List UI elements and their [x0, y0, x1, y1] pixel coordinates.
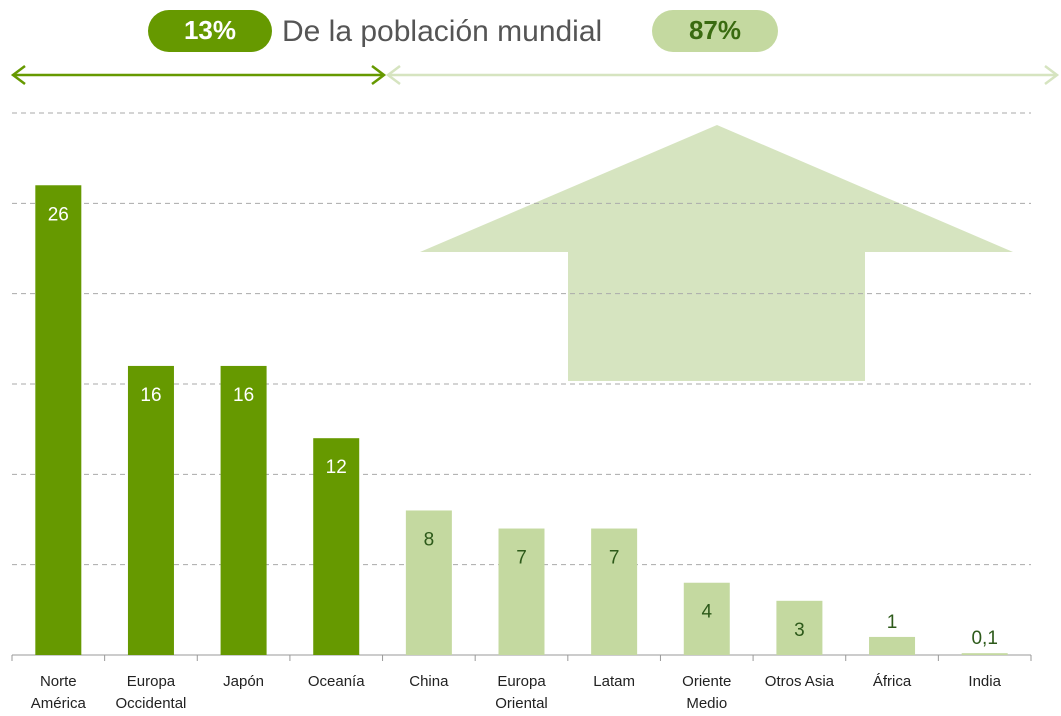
right-share: 87%	[689, 15, 741, 45]
left-share: 13%	[184, 15, 236, 45]
value-label: 0,1	[971, 628, 997, 649]
bar	[313, 438, 360, 655]
value-label: 8	[424, 529, 435, 550]
x-tick-label: China	[409, 673, 449, 690]
value-label: 26	[48, 204, 69, 225]
bar	[591, 528, 638, 655]
bar	[35, 185, 82, 655]
up-arrow	[420, 125, 1013, 381]
x-tick-label: Europa Occidental	[115, 673, 187, 712]
x-tick-label: Oceanía	[307, 673, 365, 690]
value-label: 7	[609, 548, 620, 569]
value-label: 12	[326, 457, 347, 478]
bar	[498, 528, 545, 655]
x-tick-label: África	[872, 673, 912, 690]
header-title: De la población mundial	[282, 15, 602, 48]
bar	[869, 636, 916, 655]
left-pill	[148, 10, 272, 52]
value-label: 16	[233, 385, 254, 406]
bar	[776, 600, 823, 655]
right-pill	[652, 10, 778, 52]
value-label: 4	[701, 602, 712, 623]
right-arrow	[385, 65, 1060, 85]
x-tick-label: Norte América	[30, 673, 86, 712]
left-arrow	[10, 65, 387, 85]
bar	[127, 365, 174, 655]
x-tick-label: Otros Asia	[764, 673, 834, 690]
bar	[683, 582, 730, 655]
bar	[405, 510, 452, 655]
value-label: 1	[887, 612, 898, 633]
value-label: 16	[140, 385, 161, 406]
x-tick-label: Europa Oriental	[495, 673, 548, 712]
value-label: 3	[794, 620, 805, 641]
x-tick-label: Oriente Medio	[682, 673, 732, 712]
x-tick-label: Latam	[593, 673, 635, 690]
bar	[961, 653, 1008, 655]
x-tick-label: Japón	[223, 673, 265, 690]
value-label: 7	[516, 548, 527, 569]
x-tick-label: India	[968, 673, 1001, 690]
bar	[220, 365, 267, 655]
